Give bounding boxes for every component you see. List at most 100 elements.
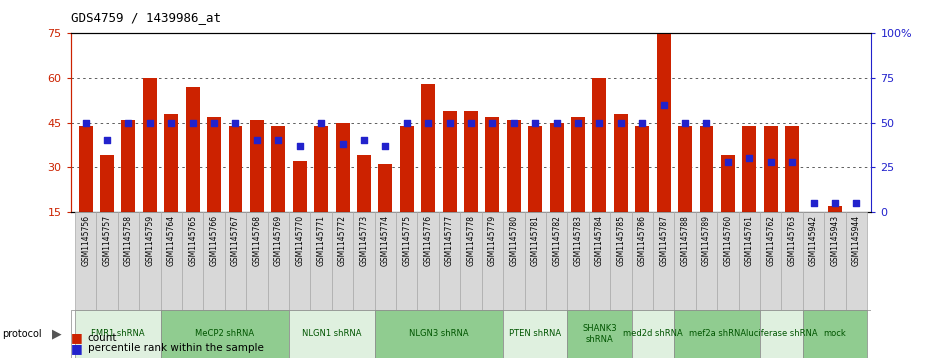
- Bar: [357, 155, 371, 212]
- Bar: [846, 212, 867, 310]
- Text: protocol: protocol: [2, 329, 41, 339]
- Bar: [828, 206, 842, 212]
- Text: GSM1145772: GSM1145772: [338, 215, 347, 266]
- Bar: [803, 212, 824, 310]
- Bar: [79, 126, 92, 212]
- Text: ▶: ▶: [52, 327, 61, 340]
- Point: [721, 159, 736, 165]
- Bar: [782, 212, 803, 310]
- Point: [741, 156, 756, 162]
- Point: [442, 120, 457, 126]
- Bar: [674, 310, 760, 358]
- Bar: [143, 78, 156, 212]
- Point: [592, 120, 607, 126]
- Bar: [229, 126, 242, 212]
- Text: mock: mock: [823, 330, 846, 338]
- Bar: [503, 212, 525, 310]
- Bar: [764, 126, 778, 212]
- Text: GSM1145788: GSM1145788: [680, 215, 690, 266]
- Point: [142, 120, 157, 126]
- Text: GSM1145774: GSM1145774: [381, 215, 390, 266]
- Text: GSM1145756: GSM1145756: [81, 215, 90, 266]
- Point: [335, 141, 350, 147]
- Bar: [122, 119, 136, 212]
- Bar: [399, 126, 414, 212]
- Text: SHANK3
shRNA: SHANK3 shRNA: [582, 324, 617, 344]
- Point: [806, 200, 821, 206]
- Point: [506, 120, 521, 126]
- Bar: [396, 212, 417, 310]
- Point: [228, 120, 243, 126]
- Bar: [461, 212, 481, 310]
- Bar: [417, 212, 439, 310]
- Text: GSM1145769: GSM1145769: [274, 215, 283, 266]
- Text: GSM1145768: GSM1145768: [252, 215, 262, 266]
- Bar: [375, 310, 503, 358]
- Text: GSM1145775: GSM1145775: [402, 215, 412, 266]
- Point: [314, 120, 329, 126]
- Bar: [225, 212, 246, 310]
- Point: [549, 120, 564, 126]
- Bar: [631, 212, 653, 310]
- Bar: [589, 212, 610, 310]
- Bar: [657, 33, 671, 212]
- Text: PTEN shRNA: PTEN shRNA: [510, 330, 561, 338]
- Point: [356, 138, 371, 143]
- Point: [100, 138, 115, 143]
- Bar: [760, 310, 803, 358]
- Text: GSM1145771: GSM1145771: [317, 215, 326, 266]
- Text: GSM1145780: GSM1145780: [510, 215, 518, 266]
- Text: GSM1145782: GSM1145782: [552, 215, 561, 266]
- Bar: [207, 117, 221, 212]
- Bar: [439, 212, 461, 310]
- Text: NLGN1 shRNA: NLGN1 shRNA: [302, 330, 362, 338]
- Bar: [674, 212, 696, 310]
- Bar: [678, 126, 692, 212]
- Point: [250, 138, 265, 143]
- Bar: [503, 310, 567, 358]
- Point: [421, 120, 436, 126]
- Bar: [717, 212, 739, 310]
- Bar: [311, 212, 332, 310]
- Text: FMR1 shRNA: FMR1 shRNA: [91, 330, 144, 338]
- Point: [827, 200, 842, 206]
- Point: [785, 159, 800, 165]
- Bar: [332, 212, 353, 310]
- Point: [528, 120, 543, 126]
- Bar: [803, 310, 867, 358]
- Bar: [721, 155, 735, 212]
- Bar: [246, 212, 268, 310]
- Bar: [164, 114, 178, 212]
- Bar: [567, 212, 589, 310]
- Text: GSM1145766: GSM1145766: [209, 215, 219, 266]
- Text: GSM1145759: GSM1145759: [145, 215, 154, 266]
- Bar: [96, 212, 118, 310]
- Text: GSM1145760: GSM1145760: [723, 215, 733, 266]
- Bar: [289, 310, 375, 358]
- Bar: [593, 78, 607, 212]
- Point: [613, 120, 628, 126]
- Point: [463, 120, 479, 126]
- Bar: [250, 119, 264, 212]
- Bar: [335, 123, 349, 212]
- Bar: [571, 117, 585, 212]
- Point: [571, 120, 586, 126]
- Bar: [139, 212, 160, 310]
- Bar: [525, 212, 546, 310]
- Bar: [464, 111, 478, 212]
- Bar: [293, 162, 307, 212]
- Text: GSM1145767: GSM1145767: [231, 215, 240, 266]
- Bar: [700, 126, 713, 212]
- Bar: [182, 212, 203, 310]
- Bar: [485, 117, 499, 212]
- Text: GSM1145779: GSM1145779: [488, 215, 497, 266]
- Point: [186, 120, 201, 126]
- Bar: [268, 212, 289, 310]
- Bar: [635, 126, 649, 212]
- Text: GSM1145789: GSM1145789: [702, 215, 711, 266]
- Bar: [614, 114, 627, 212]
- Text: percentile rank within the sample: percentile rank within the sample: [88, 343, 264, 354]
- Text: GSM1145757: GSM1145757: [103, 215, 111, 266]
- Bar: [739, 212, 760, 310]
- Text: MeCP2 shRNA: MeCP2 shRNA: [195, 330, 254, 338]
